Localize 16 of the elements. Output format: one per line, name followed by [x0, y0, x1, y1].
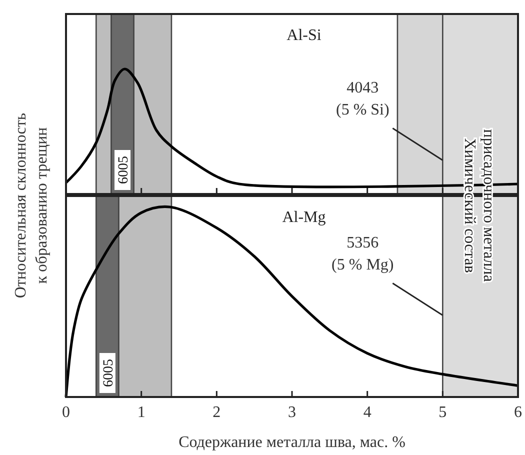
- annotation: 5356 (5 % Mg): [332, 234, 394, 274]
- x-tick-label: 3: [288, 404, 296, 421]
- x-tick-label: 2: [212, 404, 221, 421]
- band-label: 6005: [101, 359, 116, 387]
- chart-title: Al-Si: [286, 27, 322, 44]
- x-tick-label: 5: [438, 404, 447, 421]
- x-tick-label: 6: [514, 404, 522, 421]
- x-axis-title: Содержание металла шва, мас. %: [178, 434, 406, 451]
- x-tick-label: 0: [62, 404, 70, 421]
- annotation: 4043 (5 % Si): [336, 79, 390, 118]
- band-label: 6005: [116, 156, 132, 184]
- chart-title: Al-Mg: [282, 209, 326, 226]
- x-tick-label: 1: [137, 404, 146, 421]
- y-axis-title: Относительная склонность к образованию трещин: [12, 112, 51, 298]
- band-label: Химический состав присадочного металла: [461, 129, 498, 282]
- x-tick-label: 4: [363, 404, 372, 421]
